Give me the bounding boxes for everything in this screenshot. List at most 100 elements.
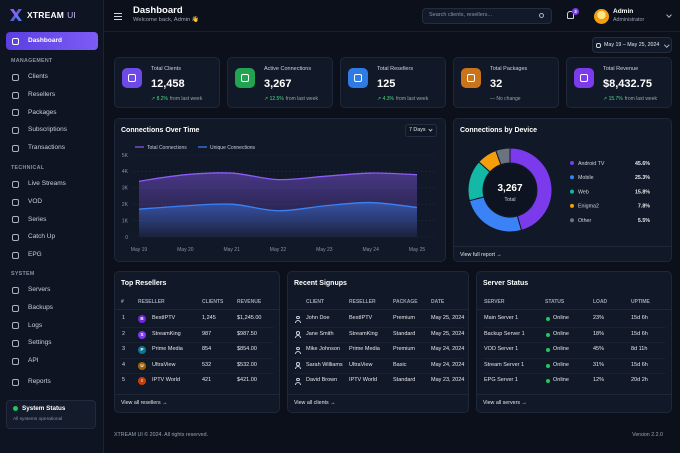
row-divider — [293, 373, 463, 375]
user-name: Admin — [613, 7, 634, 15]
search-placeholder[interactable]: Search clients, resellers... — [429, 12, 492, 19]
person-icon-head — [296, 377, 300, 381]
reseller-avatar — [138, 346, 146, 354]
server-load: 31% — [593, 361, 605, 368]
stat-change: — No change — [490, 95, 521, 102]
column-header: RESELLER — [349, 298, 376, 305]
footer-version: Version 2.2.0 — [632, 431, 663, 438]
reseller-initial: P — [140, 347, 144, 353]
stat-icon — [574, 68, 594, 88]
date-range-button[interactable] — [592, 37, 672, 53]
nav-label[interactable]: Dashboard — [28, 36, 62, 44]
legend-label: Other — [578, 218, 591, 224]
row-divider — [120, 357, 274, 359]
reseller-name: UltraView — [152, 361, 176, 368]
value-label: 7.8% — [638, 204, 650, 210]
table-link[interactable]: View all resellers → — [121, 399, 168, 406]
chart-title: Connections by Device — [460, 127, 538, 135]
donut-segment — [509, 147, 553, 232]
legend-dot — [570, 161, 574, 165]
stat-note: from last week — [395, 95, 429, 102]
nav-label[interactable]: Servers — [28, 286, 51, 294]
range-selector[interactable] — [405, 124, 437, 137]
stat-change: ↗ 8.2% — [151, 95, 168, 102]
server-uptime: 15d 6h — [631, 330, 648, 337]
x-tick-label: May 24 — [362, 247, 379, 253]
x-tick-label: May 25 — [409, 247, 426, 253]
column-header: UPTIME — [631, 298, 650, 305]
reseller-revenue: $1,245.00 — [237, 315, 262, 322]
table-link[interactable]: View all clients → — [294, 399, 336, 406]
status-dot — [546, 363, 550, 368]
nav-label[interactable]: Transactions — [28, 144, 65, 152]
chart-title: Connections Over Time — [121, 127, 200, 135]
y-tick-label: 1K — [122, 218, 129, 224]
system-status-box — [6, 400, 96, 429]
nav-label[interactable]: Series — [28, 215, 47, 223]
server-uptime: 8d 11h — [631, 346, 648, 353]
reseller-initial: U — [140, 362, 144, 368]
nav-icon — [12, 127, 19, 135]
server-status: Online — [553, 377, 569, 384]
reseller-clients: 421 — [202, 377, 212, 384]
person-icon-body — [295, 350, 301, 354]
stat-icon-glyph — [467, 74, 475, 82]
reseller-avatar — [138, 377, 146, 385]
nav-label[interactable]: Clients — [28, 73, 48, 81]
nav-icon — [12, 198, 19, 206]
nav-label[interactable]: Catch Up — [28, 233, 56, 241]
nav-label[interactable]: Live Streams — [28, 180, 66, 188]
nav-icon — [12, 322, 19, 330]
date-range[interactable]: May 19 – May 25, 2024 — [604, 41, 660, 48]
nav-label[interactable]: Settings — [28, 339, 52, 347]
stat-label: Total Revenue — [603, 66, 639, 73]
nav-label[interactable]: Logs — [28, 321, 43, 329]
nav-label[interactable]: Backups — [28, 303, 53, 311]
server-load: 23% — [593, 315, 605, 322]
rank: 4 — [122, 361, 126, 368]
nav-icon — [12, 378, 19, 386]
server-uptime: 15d 6h — [631, 361, 648, 368]
signup-cell: Premium — [393, 315, 416, 322]
table-card — [287, 271, 469, 413]
nav-label[interactable]: Packages — [28, 108, 57, 116]
notification-bell[interactable] — [567, 11, 574, 19]
y-tick-label: 0 — [125, 235, 128, 241]
user-avatar[interactable] — [594, 9, 609, 24]
person-icon-head — [296, 315, 300, 319]
menu-icon-bar — [114, 16, 122, 18]
nav-label[interactable]: Subscriptions — [28, 126, 68, 134]
value-label: 15.8% — [635, 189, 650, 195]
table-title: Recent Signups — [294, 280, 347, 288]
row-divider — [293, 357, 463, 359]
column-header: # — [121, 298, 124, 305]
nav-label[interactable]: VOD — [28, 197, 43, 205]
nav-icon — [12, 181, 19, 188]
user-role: Administrator — [613, 16, 645, 23]
page-title: Dashboard — [133, 4, 183, 16]
server-load: 45% — [593, 346, 605, 353]
signup-cell: Basic — [393, 361, 407, 368]
nav-item-active[interactable] — [6, 32, 98, 50]
server-load: 12% — [593, 377, 605, 384]
table-link[interactable]: View all servers → — [483, 399, 527, 406]
signup-cell: BestIPTV — [349, 315, 373, 322]
nav-label[interactable]: EPG — [28, 251, 42, 259]
nav-section-title: TECHNICAL — [11, 164, 45, 171]
column-header: DATE — [431, 298, 445, 305]
nav-label[interactable]: Resellers — [28, 90, 56, 98]
nav-label[interactable]: API — [28, 357, 39, 365]
view-report-link[interactable]: View full report → — [460, 251, 502, 258]
reseller-avatar — [138, 330, 146, 339]
server-name: Main Server 1 — [484, 315, 519, 322]
table-divider — [287, 309, 469, 310]
stat-change-row: ↗ 15.7% from last week — [603, 95, 671, 103]
range-selector-label[interactable]: 7 Days — [409, 127, 426, 134]
rank: 1 — [122, 315, 126, 322]
nav-section-title: SYSTEM — [11, 270, 35, 277]
stat-label: Total Clients — [151, 66, 181, 73]
row-divider — [120, 373, 274, 375]
search-box[interactable] — [422, 8, 552, 24]
brand-suffix: UI — [67, 10, 76, 20]
nav-label[interactable]: Reports — [28, 377, 51, 385]
